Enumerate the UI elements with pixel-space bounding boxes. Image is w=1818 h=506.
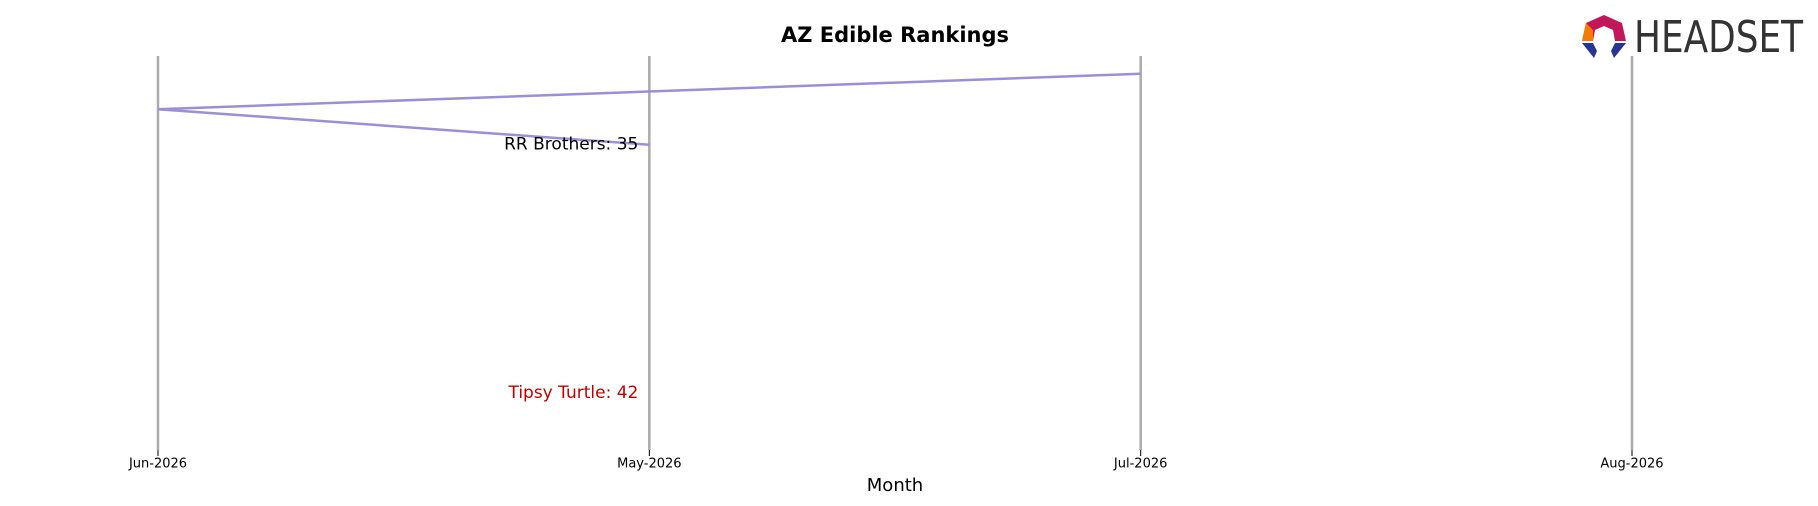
logo-mark-foot bbox=[1582, 43, 1597, 58]
x-tick-label: Aug-2026 bbox=[1600, 457, 1663, 472]
logo-text: HEADSET bbox=[1634, 12, 1804, 63]
series-line bbox=[157, 72, 1141, 146]
x-axis-label: Month bbox=[867, 475, 923, 496]
logo-mark-foot bbox=[1611, 43, 1626, 58]
logo: HEADSET bbox=[1582, 12, 1804, 63]
x-tick-label: Jun-2026 bbox=[128, 457, 187, 472]
logo-mark-left bbox=[1582, 23, 1593, 41]
x-tick-label: May-2026 bbox=[617, 457, 681, 472]
series-label: RR Brothers: 35 bbox=[504, 135, 638, 155]
chart-title: AZ Edible Rankings bbox=[781, 23, 1009, 47]
series-label: Tipsy Turtle: 42 bbox=[507, 383, 638, 403]
x-tick-label: Jul-2026 bbox=[1113, 457, 1167, 472]
